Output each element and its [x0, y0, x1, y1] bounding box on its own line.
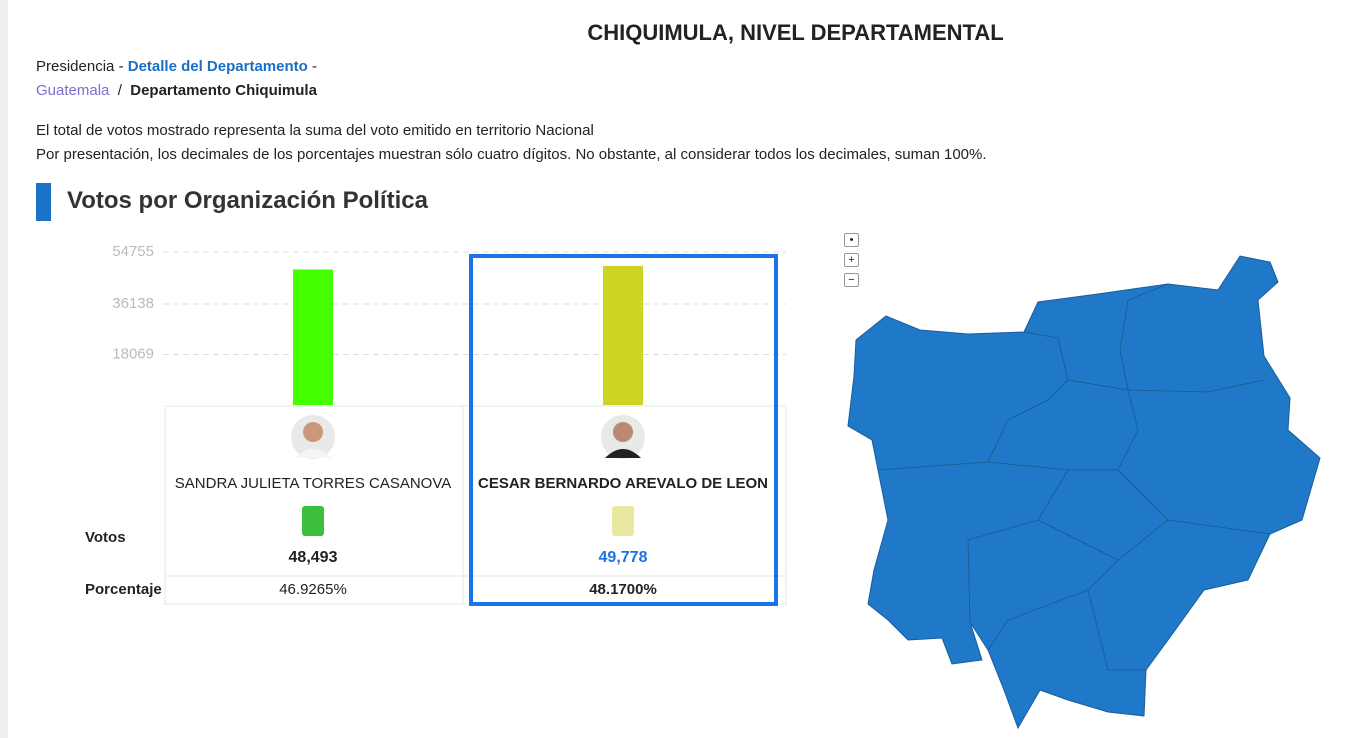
candidate-photo-face [613, 422, 633, 442]
crumb-sep: - [118, 58, 124, 75]
trail-sep: / [117, 82, 122, 99]
trail: Guatemala / Departamento Chiquimula [36, 82, 317, 99]
y-tick-label: 54755 [112, 243, 154, 260]
crumb-sep: - [311, 58, 317, 75]
row-label: Porcentaje [85, 581, 162, 598]
table-frame [164, 405, 787, 605]
candidate-name: SANDRA JULIETA TORRES CASANOVA [175, 475, 451, 492]
trail-current: Departamento Chiquimula [130, 82, 317, 99]
row-label: Votos [85, 529, 126, 546]
note: Por presentación, los decimales de los p… [36, 146, 987, 163]
selected-highlight [469, 254, 778, 606]
bar [293, 269, 333, 405]
map-borders [877, 283, 1271, 671]
trail-link[interactable]: Guatemala [36, 82, 110, 99]
candidate-photo-body [605, 449, 641, 458]
section-marker [36, 183, 51, 221]
y-tick-label: 18069 [112, 345, 154, 362]
candidate-name: CESAR BERNARDO AREVALO DE LEON [478, 475, 768, 492]
vote-count: 48,493 [289, 549, 338, 566]
party-logo [302, 506, 324, 536]
bar [603, 265, 643, 405]
y-tick-label: 36138 [112, 295, 154, 312]
section-title: Votos por Organización Política [67, 187, 428, 214]
vote-count: 49,778 [599, 549, 648, 566]
page-title: CHIQUIMULA, NIVEL DEPARTAMENTAL [587, 20, 1004, 45]
crumb: Presidencia [36, 58, 115, 75]
map-control[interactable]: • [844, 233, 859, 247]
party-logo [612, 506, 634, 536]
map-control[interactable]: + [844, 253, 859, 267]
candidate-photo-face [303, 422, 323, 442]
percentage: 46.9265% [279, 581, 347, 598]
map-region[interactable] [847, 255, 1321, 730]
map-control[interactable]: − [844, 273, 859, 287]
candidate-photo-body [295, 449, 331, 458]
breadcrumb: Presidencia - Detalle del Departamento - [36, 58, 317, 75]
crumb-link[interactable]: Detalle del Departamento [127, 58, 308, 75]
percentage: 48.1700% [589, 581, 657, 598]
chart: 18069 36138 54755 Votos Porcentaje SANDRA JUL… [85, 243, 1321, 730]
note: El total de votos mostrado representa la… [36, 122, 594, 139]
